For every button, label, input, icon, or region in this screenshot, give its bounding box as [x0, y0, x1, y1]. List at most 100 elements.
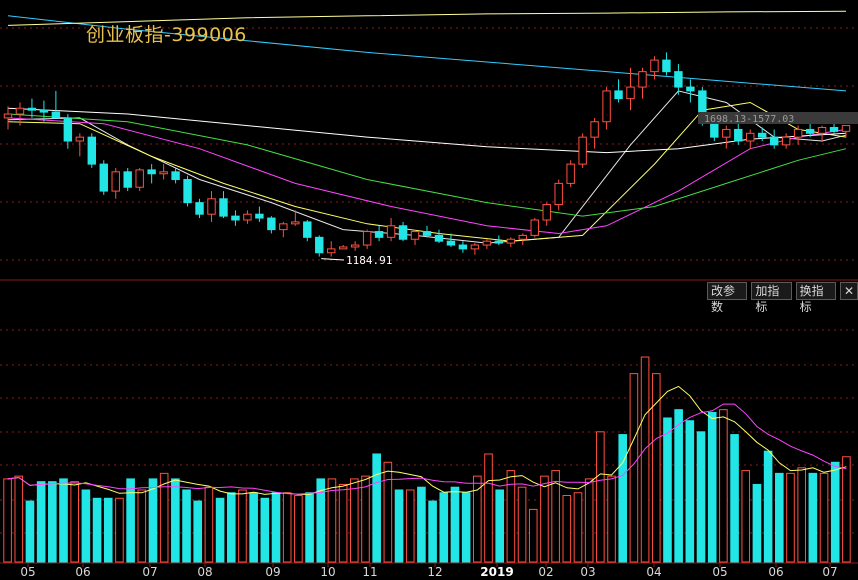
volume-bar [439, 492, 449, 563]
volume-bar [842, 456, 851, 563]
candle-body [470, 244, 480, 250]
volume-bar [651, 373, 661, 563]
candle-body [87, 136, 96, 165]
candle-body [231, 215, 240, 221]
change-indicator-button[interactable]: 换指标 [795, 282, 836, 314]
candle-body [626, 86, 635, 100]
candle-body [171, 171, 180, 181]
candle-body [195, 202, 204, 215]
volume-bar [226, 492, 236, 563]
chart-title: 创业板指-399006 [86, 24, 247, 46]
x-tick-label: 02 [538, 565, 553, 579]
volume-bar [596, 431, 605, 563]
volume-bar [338, 483, 348, 563]
volume-bar [674, 409, 683, 563]
candle-body [338, 246, 348, 250]
volume-bar [506, 470, 516, 563]
volume-bar [752, 483, 762, 563]
candle-body [63, 117, 73, 142]
candle-body [350, 244, 360, 248]
candle-body [135, 169, 144, 188]
volume-bar [797, 467, 806, 563]
volume-bar [215, 497, 225, 563]
volume-bar [25, 500, 35, 563]
volume-bar [70, 481, 80, 563]
volume-bar [115, 497, 124, 563]
volume-bar [685, 420, 695, 563]
volume-bar [484, 453, 493, 563]
candle-body [722, 128, 731, 138]
candle-body [51, 111, 61, 119]
volume-bar [819, 472, 829, 563]
candle-body [99, 163, 108, 192]
volume-bar [249, 492, 258, 563]
volume-bar [137, 489, 147, 563]
volume-bar [394, 489, 404, 563]
candle-body [566, 163, 575, 184]
candle-body [590, 121, 599, 138]
candle-body [614, 90, 623, 100]
candle-body [829, 127, 839, 132]
volume-bar [305, 492, 314, 563]
candle-body [769, 136, 779, 146]
volume-bar [640, 356, 650, 563]
volume-bar [48, 481, 57, 563]
candle-body [602, 90, 611, 123]
volume-bar [495, 489, 505, 563]
candle-body [482, 240, 492, 246]
min-price-pointer [321, 258, 345, 261]
candle-body [518, 234, 527, 240]
candle-body [327, 248, 336, 254]
volume-bar [148, 478, 158, 563]
volume-bar [103, 497, 113, 563]
candle-body [446, 240, 456, 246]
candle-body [841, 125, 851, 132]
volume-bar [428, 500, 437, 563]
volume-bar [327, 478, 337, 563]
volume-bar [361, 475, 370, 563]
candle-body [303, 221, 312, 238]
candle-body [686, 86, 695, 92]
volume-bar [562, 495, 572, 563]
volume-bar [775, 472, 784, 563]
volume-bar [59, 478, 68, 563]
volume-bar [260, 497, 270, 563]
candle-body [674, 71, 683, 88]
candle-body [255, 213, 264, 219]
price-ma-line [7, 113, 847, 217]
volume-bar [14, 475, 24, 563]
candle-body [650, 59, 659, 73]
candle-body [147, 169, 156, 175]
x-tick-label: 04 [646, 565, 661, 579]
x-tick-label: 05 [20, 565, 35, 579]
volume-bar [663, 417, 672, 563]
candle-body [39, 109, 49, 113]
add-indicator-button[interactable]: 加指标 [751, 282, 792, 314]
volume-bar [719, 409, 728, 563]
volume-bar [763, 450, 773, 563]
candle-body [111, 171, 120, 192]
close-indicator-button[interactable]: ✕ [839, 282, 858, 300]
candle-body [315, 236, 324, 254]
x-tick-label: 2019 [480, 565, 513, 579]
candle-body [27, 107, 37, 111]
volume-bar [405, 489, 415, 563]
x-tick-label: 08 [197, 565, 212, 579]
x-tick-label: 11 [362, 565, 377, 579]
volume-bar [786, 472, 795, 563]
candle-body [3, 113, 13, 119]
x-tick-label: 12 [427, 565, 442, 579]
modify-params-button[interactable]: 改参数 [707, 282, 748, 314]
candle-body [243, 213, 252, 221]
volume-bar [3, 478, 12, 563]
candle-body [386, 225, 396, 238]
x-tick-label: 07 [142, 565, 157, 579]
volume-bar [383, 461, 393, 563]
candle-body [159, 171, 168, 175]
volume-bar [696, 431, 706, 563]
volume-bar [92, 497, 102, 563]
volume-bar [450, 486, 460, 563]
candle-body [219, 198, 228, 217]
volume-bar [528, 508, 538, 563]
volume-bar [159, 472, 169, 563]
